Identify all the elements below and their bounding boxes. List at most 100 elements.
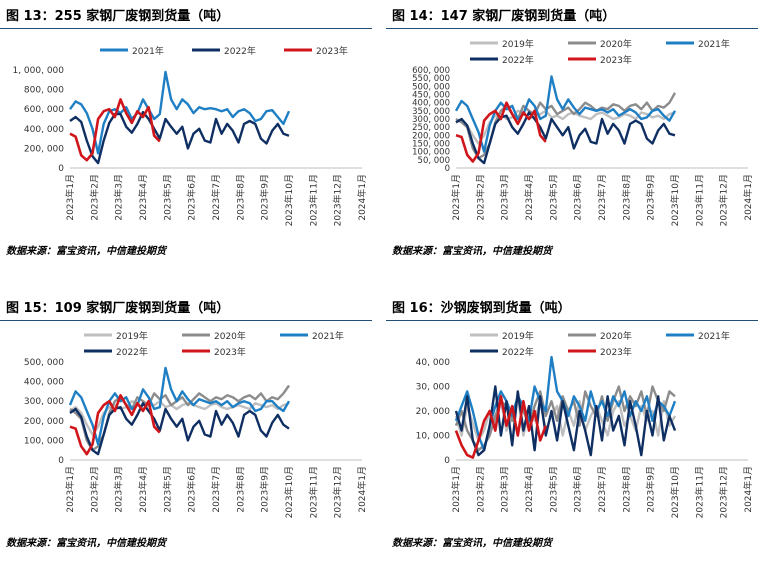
- x-tick-label: 2023年1月: [450, 174, 462, 221]
- series-line: [69, 401, 290, 456]
- x-tick-label: 2024年1月: [742, 174, 754, 221]
- legend: 2019年 2020年 2021年 2022年 2023年: [470, 330, 730, 358]
- legend-item: 2023年: [568, 54, 632, 66]
- x-tick-label: 2024年1月: [356, 174, 368, 221]
- y-axis: 0 10, 000 20, 000 30, 000 40, 000: [416, 358, 451, 466]
- legend-label: 2023年: [600, 346, 632, 358]
- x-tick-label: 2023年10月: [669, 466, 681, 518]
- chart-title: 图 15：109 家钢厂废钢到货量（吨）: [6, 301, 230, 316]
- y-tick-label: 0: [445, 164, 450, 174]
- title-rule: [0, 320, 372, 321]
- y-tick-label: 250, 000: [412, 123, 450, 133]
- legend-label: 2021年: [698, 38, 730, 50]
- x-tick-label: 2023年5月: [547, 174, 559, 221]
- x-tick-label: 2023年8月: [620, 466, 632, 513]
- x-tick-label: 2023年12月: [718, 174, 730, 226]
- y-tick-label: 500, 000: [24, 358, 64, 368]
- y-tick-label: 40, 000: [416, 358, 451, 368]
- x-tick-label: 2023年1月: [64, 466, 76, 513]
- legend-label: 2023年: [600, 54, 632, 66]
- title-rule: [386, 320, 758, 321]
- y-tick-label: 400, 000: [24, 125, 64, 135]
- y-tick-label: 200, 000: [24, 417, 64, 427]
- series-line: [69, 110, 290, 165]
- x-tick-label: 2023年2月: [474, 466, 486, 513]
- source-note: 数据来源：富宝资讯，中信建投期货: [6, 538, 166, 549]
- y-tick-label: 20, 000: [416, 407, 451, 417]
- x-tick-label: 2023年8月: [620, 174, 632, 221]
- source-note: 数据来源：富宝资讯，中信建投期货: [392, 246, 552, 257]
- x-tick-label: 2023年2月: [88, 174, 100, 221]
- x-tick-label: 2023年9月: [645, 174, 657, 221]
- y-tick-label: 350, 000: [412, 107, 450, 117]
- series-group: [454, 75, 677, 165]
- chart-title: 图 14：147 家钢厂废钢到货量（吨）: [392, 9, 616, 24]
- legend-item: 2021年: [666, 330, 730, 342]
- x-tick-label: 2023年7月: [596, 466, 608, 513]
- x-tick-label: 2023年4月: [523, 466, 535, 513]
- y-tick-label: 600, 000: [24, 105, 64, 115]
- y-tick-label: 300, 000: [24, 397, 64, 407]
- legend-item: 2022年: [470, 54, 534, 66]
- legend-item: 2021年: [280, 330, 344, 342]
- x-tick-label: 2023年6月: [186, 466, 198, 513]
- chart-title: 图 13：255 家钢厂废钢到货量（吨）: [6, 9, 230, 24]
- series-group: [68, 366, 291, 456]
- legend-label: 2022年: [502, 54, 534, 66]
- y-tick-label: 600, 000: [412, 66, 450, 76]
- series-group: [454, 355, 677, 459]
- legend-label: 2021年: [132, 45, 164, 57]
- x-tick-label: 2023年12月: [718, 466, 730, 518]
- series-line: [68, 366, 291, 446]
- x-tick-label: 2023年11月: [693, 466, 705, 518]
- x-tick-label: 2023年8月: [234, 466, 246, 513]
- x-tick-label: 2024年1月: [356, 466, 368, 513]
- legend-item: 2019年: [470, 38, 534, 50]
- legend-item: 2023年: [284, 45, 348, 57]
- y-tick-label: 200, 000: [412, 131, 450, 141]
- legend-item: 2020年: [182, 330, 246, 342]
- legend-item: 2021年: [100, 45, 164, 57]
- legend-item: 2023年: [568, 346, 632, 358]
- y-axis: 0 100, 000 200, 000 300, 000 400, 000 500, 00…: [24, 358, 64, 466]
- x-tick-label: 2023年9月: [259, 174, 271, 221]
- x-tick-label: 2023年11月: [307, 466, 319, 518]
- x-tick-label: 2023年3月: [113, 174, 125, 221]
- legend: 2019年 2020年 2021年 2022年 2023年: [470, 38, 730, 66]
- legend: 2021年 2022年 2023年: [100, 45, 348, 57]
- series-line: [69, 394, 161, 456]
- legend-label: 2022年: [502, 346, 534, 358]
- x-tick-label: 2023年5月: [161, 466, 173, 513]
- y-tick-label: 150, 000: [412, 140, 450, 150]
- x-tick-label: 2023年2月: [88, 466, 100, 513]
- y-tick-label: 450, 000: [412, 91, 450, 101]
- legend-item: 2021年: [666, 38, 730, 50]
- legend-label: 2020年: [214, 330, 246, 342]
- x-tick-label: 2023年7月: [210, 466, 222, 513]
- x-tick-label: 2024年1月: [742, 466, 754, 513]
- legend-item: 2022年: [84, 346, 148, 358]
- x-tick-label: 2023年12月: [332, 466, 344, 518]
- series-group: [69, 70, 291, 165]
- x-tick-label: 2023年2月: [474, 174, 486, 221]
- x-axis: 2023年1月 2023年2月 2023年3月 2023年4月 2023年5月 2023年…: [64, 174, 368, 226]
- x-tick-label: 2023年9月: [645, 466, 657, 513]
- x-tick-label: 2023年3月: [499, 466, 511, 513]
- x-tick-label: 2023年10月: [283, 174, 295, 226]
- y-tick-label: 400, 000: [412, 99, 450, 109]
- legend-label: 2021年: [698, 330, 730, 342]
- x-tick-label: 2023年10月: [283, 466, 295, 518]
- x-axis: 2023年1月 2023年2月 2023年3月 2023年4月 2023年5月 2023年…: [450, 466, 754, 518]
- y-tick-label: 30, 000: [416, 383, 451, 393]
- legend-item: 2019年: [84, 330, 148, 342]
- legend-label: 2023年: [214, 346, 246, 358]
- legend-item: 2022年: [192, 45, 256, 57]
- legend-label: 2019年: [502, 330, 534, 342]
- y-tick-label: 500, 000: [412, 82, 450, 92]
- y-tick-label: 0: [58, 164, 64, 174]
- x-tick-label: 2023年6月: [572, 466, 584, 513]
- legend-item: 2020年: [568, 38, 632, 50]
- source-note: 数据来源：富宝资讯，中信建投期货: [6, 246, 166, 257]
- chart-panel-147: 图 14：147 家钢厂废钢到货量（吨） 2019年 2020年 2021年 2022…: [386, 0, 758, 272]
